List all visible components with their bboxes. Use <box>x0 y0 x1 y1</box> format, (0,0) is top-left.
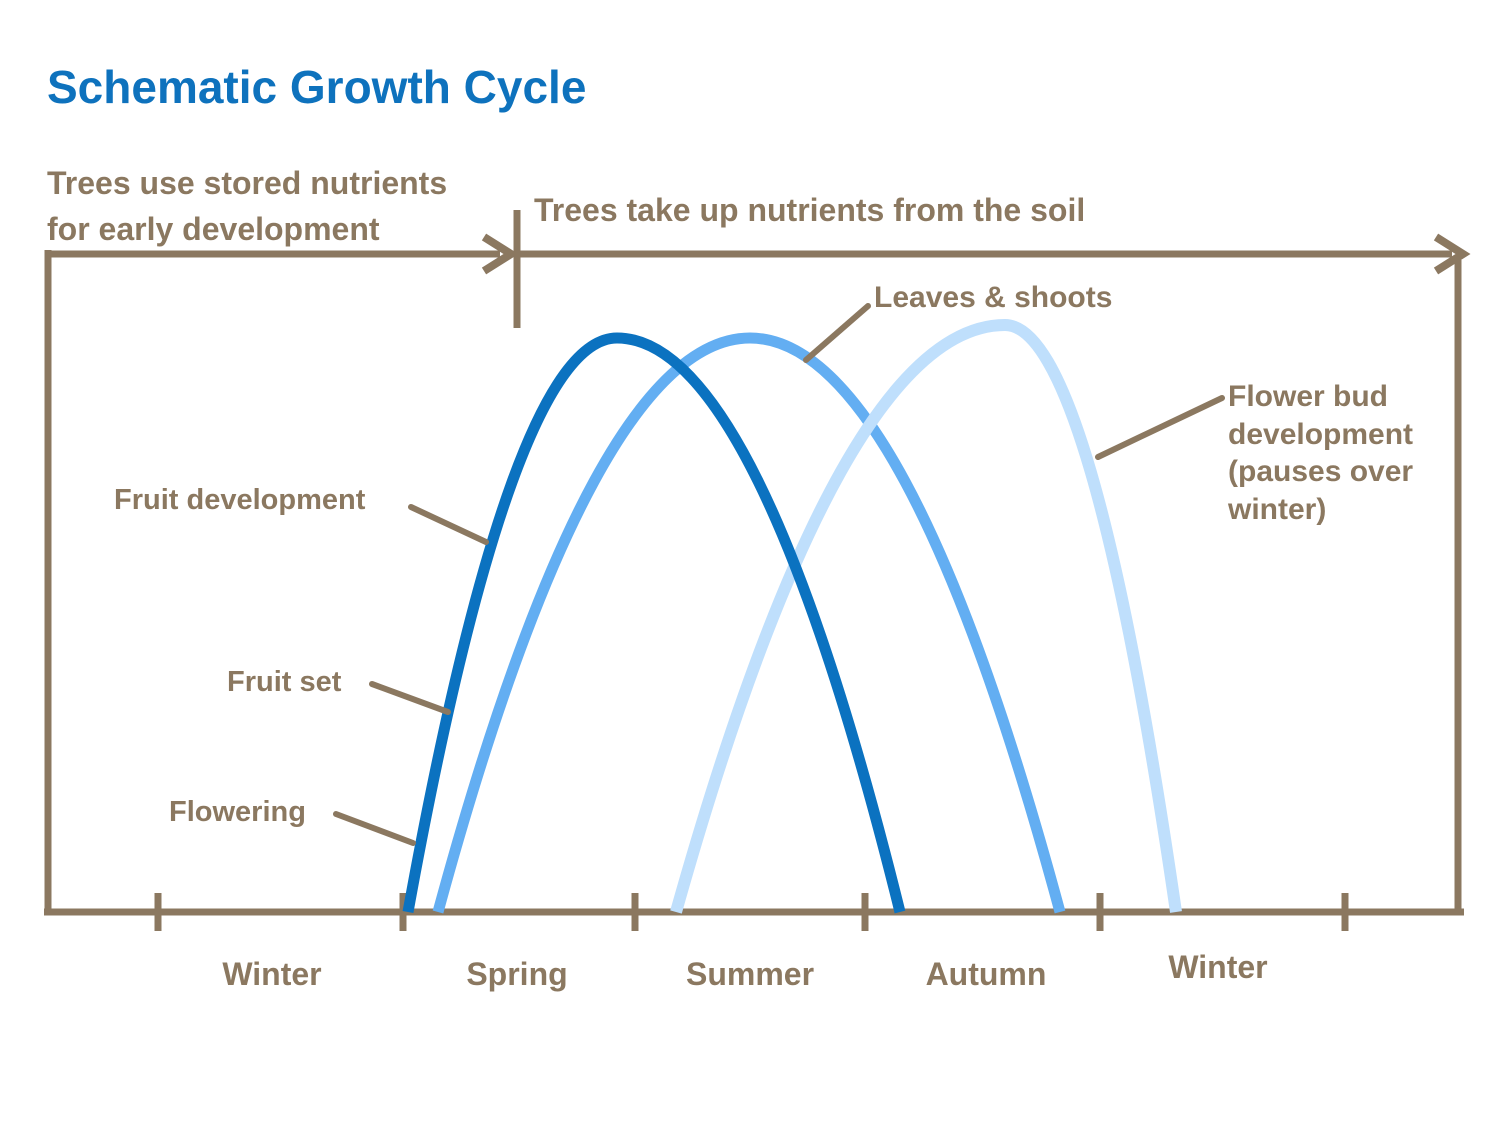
label-leaves-shoots: Leaves & shoots <box>874 281 1113 314</box>
label-fruit-set: Fruit set <box>227 666 342 698</box>
fruit-set-leader-line <box>369 681 451 715</box>
label-flowering: Flowering <box>169 796 306 828</box>
annotation-soil-nutrients: Trees take up nutrients from the soil <box>534 192 1086 228</box>
fruit-cycle-curve <box>402 332 906 914</box>
page-title: Schematic Growth Cycle <box>47 61 587 113</box>
x-axis-label-winter-2: Winter <box>1168 949 1268 985</box>
label-flower-bud: Flower bud development (pauses over wint… <box>1228 380 1414 526</box>
x-axis-label-spring: Spring <box>466 956 568 992</box>
flowering-leader-line <box>333 811 416 846</box>
leaves-shoots-curve <box>432 332 1066 914</box>
flower-bud-development-curve <box>670 318 1182 914</box>
frame-and-axis-group <box>44 210 1471 931</box>
x-axis-label-autumn: Autumn <box>925 956 1047 992</box>
fruit-development-leader-line <box>408 504 489 545</box>
stored-nutrients-arrowhead-icon <box>481 233 519 275</box>
leaves-shoots-leader-line <box>803 303 871 363</box>
label-fruit-development: Fruit development <box>114 484 366 516</box>
leader-lines-group <box>333 303 1225 846</box>
x-axis-label-winter-1: Winter <box>222 956 322 992</box>
x-axis-label-summer: Summer <box>685 956 815 992</box>
soil-nutrients-arrowhead-icon <box>1433 233 1471 275</box>
flower-bud-leader-line <box>1095 395 1225 460</box>
annotation-stored-nutrients: Trees use stored nutrients for early dev… <box>47 165 448 248</box>
